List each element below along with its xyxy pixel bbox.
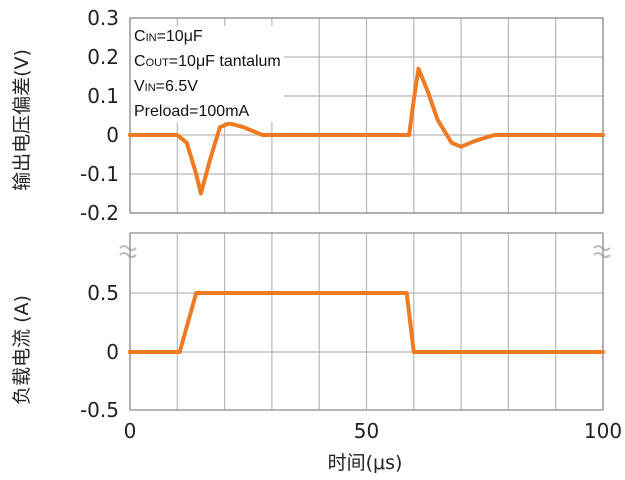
axis-break-marks xyxy=(119,245,611,258)
annotation-background xyxy=(131,26,284,122)
top-plot-frame xyxy=(129,17,604,214)
right-axis-break-icon xyxy=(593,245,611,258)
annotation-cin: CIN=10μF xyxy=(134,28,203,45)
y-tick-label: 0.5 xyxy=(87,281,119,305)
x-tick-labels: 0 50 100 xyxy=(124,419,622,443)
annotation-cout: COUT=10μF tantalum xyxy=(134,53,281,70)
x-axis-label: 时间(μs) xyxy=(328,452,403,474)
y-tick-label: -0.5 xyxy=(80,398,119,422)
voltage-deviation-panel: 0.3 0.2 0.1 0 -0.1 -0.2 CIN=10μF COUT=10μF ta… xyxy=(11,6,605,225)
x-tick-label: 0 xyxy=(124,419,137,443)
load-current-line xyxy=(128,291,605,354)
top-y-axis-label: 输出电压偏差(V) xyxy=(11,49,33,191)
y-tick-label: -0.2 xyxy=(80,201,119,225)
load-current-panel: 0.50-0.5 0 50 100 负载电流 (A) 时间(μs) xyxy=(11,232,622,474)
bottom-plot-frame xyxy=(129,232,604,411)
top-y-tick-labels: 0.3 0.2 0.1 0 -0.1 -0.2 xyxy=(80,6,119,225)
y-tick-label: 0.3 xyxy=(87,6,119,30)
y-tick-label: 0 xyxy=(106,340,119,364)
bottom-grid xyxy=(129,232,604,411)
y-tick-label: 0.1 xyxy=(87,84,119,108)
y-tick-label: 0 xyxy=(106,123,119,147)
left-axis-break-icon xyxy=(119,245,137,258)
y-tick-label: -0.1 xyxy=(80,162,119,186)
condition-annotations: CIN=10μF COUT=10μF tantalum VIN=6.5V Pre… xyxy=(131,26,284,122)
top-grid xyxy=(129,17,604,214)
voltage-deviation-line xyxy=(128,66,605,196)
x-tick-label: 100 xyxy=(584,419,622,443)
bottom-y-tick-labels: 0.5 0 -0.5 xyxy=(80,281,119,422)
y-tick-label: 0.2 xyxy=(87,45,119,69)
annotation-preload: Preload=100mA xyxy=(134,103,250,120)
bottom-y-axis-label: 负载电流 (A) xyxy=(11,295,33,405)
x-tick-label: 50 xyxy=(354,419,379,443)
annotation-vin: VIN=6.5V xyxy=(134,78,198,95)
